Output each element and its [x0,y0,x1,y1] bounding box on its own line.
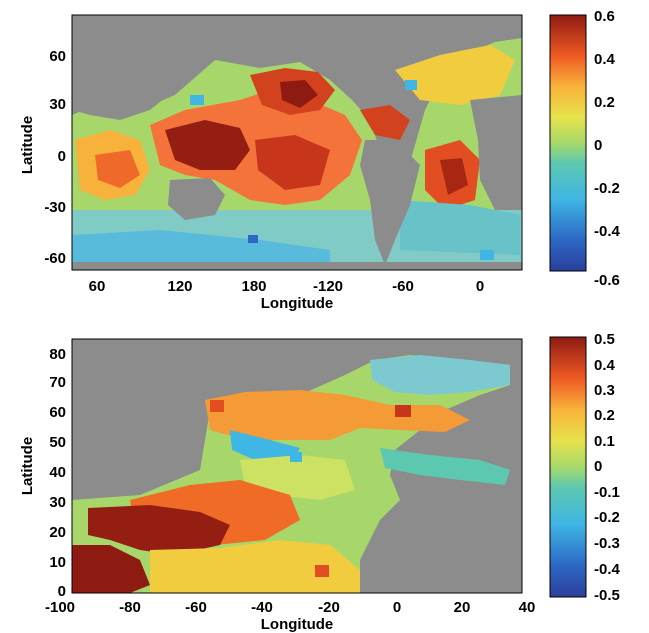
heatmap1-east-pacific-red [255,135,330,190]
xtick-1-1: 120 [167,278,192,295]
xtick-2-4: -20 [318,599,340,616]
ytick-2-0: 80 [49,346,66,363]
xtick-2-6: 20 [454,599,471,616]
xtick-1-0: 60 [89,278,106,295]
xlabel-2: Longitude [261,616,333,633]
yticks-2: 80 70 60 50 40 30 20 10 0 [49,346,66,600]
heatmap1-southern-ocean-blue [72,230,330,270]
cbtick-1-2: 0.2 [594,94,615,111]
cbtick-2-5: 0 [594,458,602,475]
ytick-2-5: 30 [49,494,66,511]
cbtick-2-2: 0.3 [594,382,615,399]
cbtick-2-0: 0.5 [594,331,615,348]
ytick-1-0: 60 [49,48,66,65]
heatmap2-gulf-core [88,505,230,555]
ytick-2-2: 60 [49,404,66,421]
ytick-1-4: -60 [44,250,66,267]
cbtick-2-8: -0.3 [594,535,620,552]
xtick-1-4: -60 [392,278,414,295]
heatmap2-tropics-yellow [150,540,360,593]
heatmap1-wpwp [165,120,250,170]
xtick-2-5: 0 [393,599,401,616]
heatmap1-patch-d [480,250,494,260]
cbtick-1-0: 0.6 [594,8,615,25]
heatmap1-north-pacific-core [280,80,318,108]
ytick-2-1: 70 [49,374,66,391]
ytick-2-4: 40 [49,464,66,481]
colorbar-2 [549,336,587,598]
cbtick-1-4: -0.2 [594,180,620,197]
ytick-1-1: 30 [49,96,66,113]
xticks-2: -100 -80 -60 -40 -20 0 20 40 [45,599,535,616]
xtick-2-7: 40 [519,599,536,616]
heatmap2-patch-c [315,565,329,577]
heatmap1-land-north-america [320,15,470,100]
heatmap-2 [72,355,510,593]
xtick-1-5: 0 [476,278,484,295]
colorbar-1 [549,14,587,272]
heatmap2-nordic-seas [370,355,510,395]
yticks-1: 60 30 0 -30 -60 [44,48,66,267]
xtick-1-2: 180 [241,278,266,295]
xtick-2-0: -100 [45,599,75,616]
heatmap2-subpolar [205,390,470,440]
ytick-2-6: 20 [49,524,66,541]
panel-1: 60 30 0 -30 -60 60 120 180 -120 -60 0 Lo… [19,8,621,312]
heatmap2-patch-a [395,405,411,417]
heatmap2-east-patch [380,448,510,485]
heatmap1-land-australia [168,178,225,220]
heatmap1-atlantic-gulfstream [360,105,410,140]
cbtick-2-6: -0.1 [594,484,620,501]
colorbar-ticks-1: 0.6 0.4 0.2 0 -0.2 -0.4 -0.6 [594,8,621,289]
heatmap1-patch-c [405,80,417,90]
heatmap1-indian-ocean-red [95,150,140,188]
cbtick-2-9: -0.4 [594,561,621,578]
heatmap1-land-antarctica [72,262,522,270]
xtick-2-3: -40 [251,599,273,616]
heatmap1-atlantic-tropical-core [440,158,468,195]
heatmap1-patch-a [248,235,258,243]
ytick-1-3: -30 [44,199,66,216]
heatmap1-atlantic-south [400,200,520,255]
xlabel-1: Longitude [261,295,333,312]
ytick-2-8: 0 [58,583,66,600]
cbtick-1-1: 0.4 [594,51,616,68]
ytick-1-2: 0 [58,148,66,165]
cbtick-2-3: 0.2 [594,407,615,424]
heatmap2-caribbean [72,545,150,593]
heatmap2-labrador-cold [230,430,300,465]
cbtick-2-7: -0.2 [594,509,620,526]
heatmap1-land-south-america [360,140,420,265]
heatmap2-patch-d [290,452,302,462]
colorbar-ticks-2: 0.5 0.4 0.3 0.2 0.1 0 -0.1 -0.2 -0.3 -0.… [594,331,621,604]
cbtick-1-5: -0.4 [594,223,621,240]
xtick-1-3: -120 [313,278,343,295]
xtick-2-2: -60 [185,599,207,616]
cbtick-2-1: 0.4 [594,357,616,374]
ylabel-1: Latitude [19,116,36,174]
heatmap1-atlantic-north [395,45,515,105]
cbtick-1-3: 0 [594,137,602,154]
ytick-2-3: 50 [49,434,66,451]
panel-2: 80 70 60 50 40 30 20 10 0 -100 -80 -60 -… [19,331,621,633]
cbtick-2-10: -0.5 [594,587,620,604]
cbtick-2-4: 0.1 [594,433,615,450]
heatmap2-patch-b [210,400,224,412]
xtick-2-1: -80 [119,599,141,616]
heatmap1-land-asia [72,15,230,120]
heatmap-1 [72,15,522,270]
cbtick-1-6: -0.6 [594,272,620,289]
heatmap1-land-africa [470,95,522,210]
ylabel-2: Latitude [19,437,36,495]
heatmap1-patch-b [190,95,204,105]
xticks-1: 60 120 180 -120 -60 0 [89,278,485,295]
ytick-2-7: 10 [49,554,66,571]
